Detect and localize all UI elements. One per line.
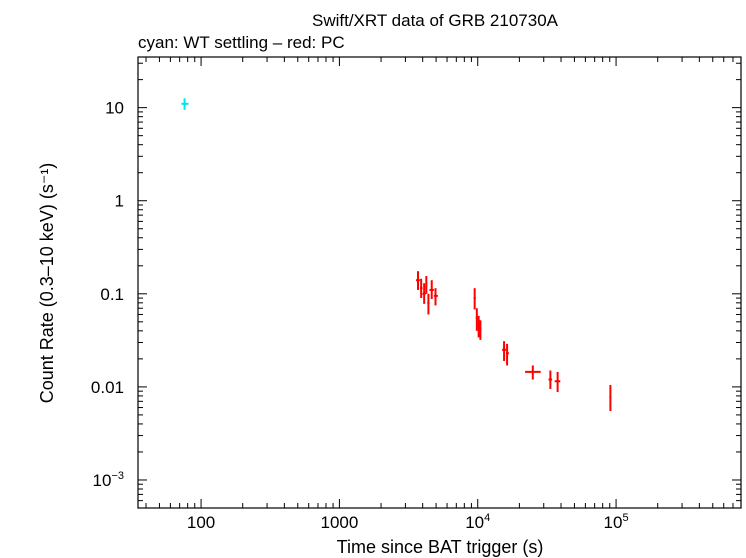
x-tick-label: 104 xyxy=(465,512,490,532)
plot-frame xyxy=(137,56,742,509)
y-tick-label: 1 xyxy=(115,192,124,211)
data-point xyxy=(525,365,541,380)
y-tick-label: 10−3 xyxy=(93,470,124,490)
data-point xyxy=(416,271,420,290)
x-tick-label: 1000 xyxy=(320,513,358,532)
data-point xyxy=(433,288,438,306)
data-series xyxy=(181,98,612,412)
data-point xyxy=(609,384,612,412)
y-tick-label: 0.1 xyxy=(100,285,124,304)
data-point xyxy=(419,278,423,299)
data-point xyxy=(181,98,189,110)
axis-tick-labels: 100 1000 104 105 10 1 0.1 0.01 10−3 xyxy=(91,99,629,532)
x-tick-label: 100 xyxy=(187,513,215,532)
data-point xyxy=(548,370,553,389)
data-point xyxy=(502,341,506,361)
data-point xyxy=(422,283,426,304)
data-point xyxy=(554,371,561,393)
data-point xyxy=(425,276,428,294)
y-tick-label: 0.01 xyxy=(91,378,124,397)
axis-ticks xyxy=(138,57,742,509)
x-axis-label: Time since BAT trigger (s) xyxy=(337,537,544,557)
y-tick-label: 10 xyxy=(105,99,124,118)
data-point xyxy=(505,343,509,366)
chart-title: Swift/XRT data of GRB 210730A xyxy=(312,11,559,30)
y-axis-label: Count Rate (0.3–10 keV) (s⁻¹) xyxy=(37,163,57,404)
data-point xyxy=(477,315,480,338)
x-tick-label: 105 xyxy=(604,512,629,532)
series-wt-settling xyxy=(181,98,189,110)
chart-subtitle: cyan: WT settling – red: PC xyxy=(138,33,345,52)
data-point xyxy=(427,293,430,315)
data-point xyxy=(473,288,476,310)
data-point xyxy=(429,280,434,299)
data-point xyxy=(479,320,482,340)
series-pc xyxy=(416,271,612,412)
